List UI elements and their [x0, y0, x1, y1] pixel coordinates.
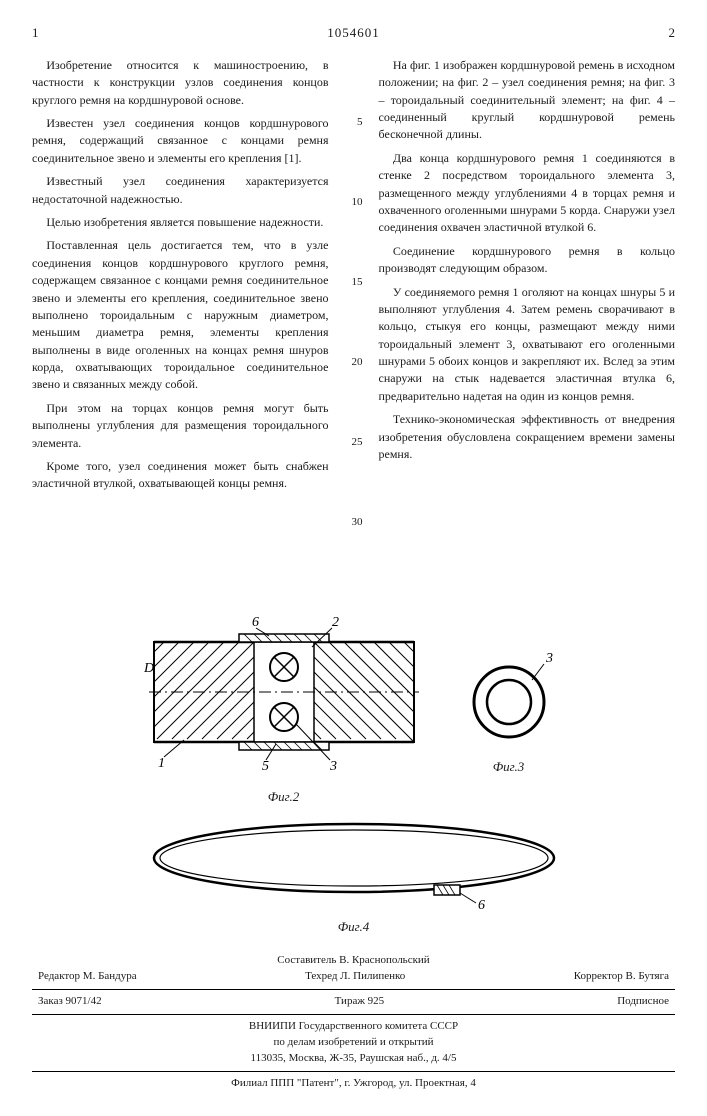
fig4-svg: 6: [134, 813, 574, 913]
org-line-1: ВНИИПИ Государственного комитета СССР: [32, 1019, 675, 1035]
figures-row-1: 6 2 D 1 5 3 Фиг.2 3 Фиг.3: [32, 612, 675, 806]
callout-5: 5: [262, 759, 269, 774]
callout-3: 3: [329, 759, 337, 774]
paragraph: Соединение кордшнурового ремня в кольцо …: [379, 243, 676, 278]
line-number: 10: [345, 195, 363, 211]
paragraph: Известен узел соединения концов кордшнур…: [32, 115, 329, 167]
fig3-label: Фиг.3: [454, 758, 564, 777]
callout-3: 3: [545, 651, 553, 666]
paragraph: У соединяемого ремня 1 оголяют на концах…: [379, 284, 676, 406]
text-columns: Изобретение относится к машиностроению, …: [32, 57, 675, 595]
editors-row: Редактор М. Бандура Техред Л. Пилипенко …: [32, 969, 675, 990]
address-line: 113035, Москва, Ж-35, Раушская наб., д. …: [32, 1051, 675, 1067]
credits-block: Составитель В. Краснопольский Редактор М…: [32, 953, 675, 1092]
callout-1: 1: [158, 756, 165, 771]
order-row: Заказ 9071/42 Тираж 925 Подписное: [32, 994, 675, 1015]
document-number: 1054601: [327, 24, 380, 43]
paragraph: Технико-экономическая эффективность от в…: [379, 411, 676, 463]
paragraph: Кроме того, узел соединения может быть с…: [32, 458, 329, 493]
page-header: 1 1054601 2: [32, 24, 675, 43]
order-number: Заказ 9071/42: [38, 994, 102, 1010]
figure-4: 6 Фиг.4: [32, 813, 675, 937]
line-number: 5: [345, 115, 363, 131]
fig3-svg: 3: [454, 642, 564, 752]
branch-line: Филиал ППП "Патент", г. Ужгород, ул. Про…: [32, 1076, 675, 1092]
paragraph: При этом на торцах концов ремня могут бы…: [32, 400, 329, 452]
corrector: Корректор В. Бутяга: [574, 969, 669, 985]
paragraph: Два конца кордшнурового ремня 1 соединяю…: [379, 150, 676, 237]
callout-6: 6: [478, 898, 485, 913]
editor: Редактор М. Бандура: [38, 969, 137, 985]
col-number-2: 2: [669, 24, 676, 43]
subscription: Подписное: [617, 994, 669, 1010]
paragraph: Целью изобретения является повышение над…: [32, 214, 329, 231]
fig2-svg: 6 2 D 1 5 3: [144, 612, 424, 782]
col-number-1: 1: [32, 24, 39, 43]
fig4-label: Фиг.4: [32, 918, 675, 937]
org-block: ВНИИПИ Государственного комитета СССР по…: [32, 1019, 675, 1072]
tirazh: Тираж 925: [335, 994, 385, 1010]
paragraph: Изобретение относится к машиностроению, …: [32, 57, 329, 109]
fig2-label: Фиг.2: [144, 788, 424, 807]
line-number: 25: [345, 435, 363, 451]
paragraph: Известный узел соединения характеризуетс…: [32, 173, 329, 208]
paragraph: На фиг. 1 изображен кордшнуровой ремень …: [379, 57, 676, 144]
left-column: Изобретение относится к машиностроению, …: [32, 57, 329, 595]
paragraph: Поставленная цель достигается тем, что в…: [32, 237, 329, 394]
composer-line: Составитель В. Краснопольский: [32, 953, 675, 969]
line-number: 15: [345, 275, 363, 291]
figure-2: 6 2 D 1 5 3 Фиг.2: [144, 612, 424, 806]
callout-d: D: [144, 661, 154, 676]
line-number-gutter: 5 10 15 20 25 30: [345, 57, 363, 595]
figure-3: 3 Фиг.3: [454, 642, 564, 776]
figures-block: 6 2 D 1 5 3 Фиг.2 3 Фиг.3: [32, 612, 675, 936]
line-number: 30: [345, 515, 363, 531]
callout-2: 2: [332, 615, 339, 630]
line-number: 20: [345, 355, 363, 371]
org-line-2: по делам изобретений и открытий: [32, 1035, 675, 1051]
right-column: На фиг. 1 изображен кордшнуровой ремень …: [379, 57, 676, 595]
callout-6: 6: [252, 615, 259, 630]
techred: Техред Л. Пилипенко: [305, 969, 405, 985]
